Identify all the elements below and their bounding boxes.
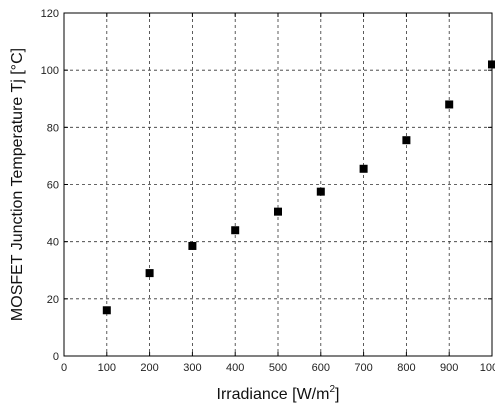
grid bbox=[64, 13, 492, 356]
x-tick-label: 800 bbox=[397, 362, 415, 374]
y-tick-label: 120 bbox=[41, 8, 59, 20]
y-tick-label: 80 bbox=[47, 122, 59, 134]
y-tick-label: 40 bbox=[47, 237, 59, 249]
x-axis-title: Irradiance [W/m2] bbox=[217, 384, 340, 403]
y-tick-label: 60 bbox=[47, 180, 59, 192]
y-tick-label: 0 bbox=[53, 351, 59, 363]
x-tick-label: 900 bbox=[440, 362, 458, 374]
data-point-marker bbox=[316, 187, 325, 196]
x-tick-label: 400 bbox=[226, 362, 244, 374]
y-tick-label: 100 bbox=[41, 65, 59, 77]
x-tick-label: 0 bbox=[61, 362, 67, 374]
y-tick-label: 20 bbox=[47, 294, 59, 306]
data-point-marker bbox=[359, 164, 368, 173]
data-point-marker bbox=[445, 100, 454, 109]
data-markers bbox=[102, 60, 495, 315]
data-point-marker bbox=[488, 60, 495, 69]
x-tick-label: 600 bbox=[312, 362, 330, 374]
plot-frame bbox=[63, 12, 493, 357]
data-point-marker bbox=[188, 241, 197, 250]
data-point-marker bbox=[274, 207, 282, 216]
data-point-marker bbox=[231, 226, 240, 235]
x-tick-label: 500 bbox=[269, 362, 287, 374]
x-tick-label: 200 bbox=[140, 362, 158, 374]
data-point-marker bbox=[402, 136, 411, 145]
x-tick-label: 100 bbox=[98, 362, 116, 374]
x-tick-label: 700 bbox=[354, 362, 372, 374]
axis-ticks: 0 100 200 300 400 500 600 700 800 900 1000 0 20 40 60 8… bbox=[41, 8, 495, 374]
x-tick-label: 1000 bbox=[480, 362, 495, 374]
x-axis-title-tail: ] bbox=[335, 386, 339, 403]
data-point-marker bbox=[145, 269, 154, 278]
x-axis-title-main: Irradiance [W/m bbox=[217, 386, 330, 403]
x-tick-label: 300 bbox=[183, 362, 201, 374]
y-axis-title: MOSFET Junction Temperature Tj [°C] bbox=[9, 48, 26, 321]
data-point-marker bbox=[102, 306, 111, 315]
x-axis-title-superscript: 2 bbox=[329, 384, 335, 395]
